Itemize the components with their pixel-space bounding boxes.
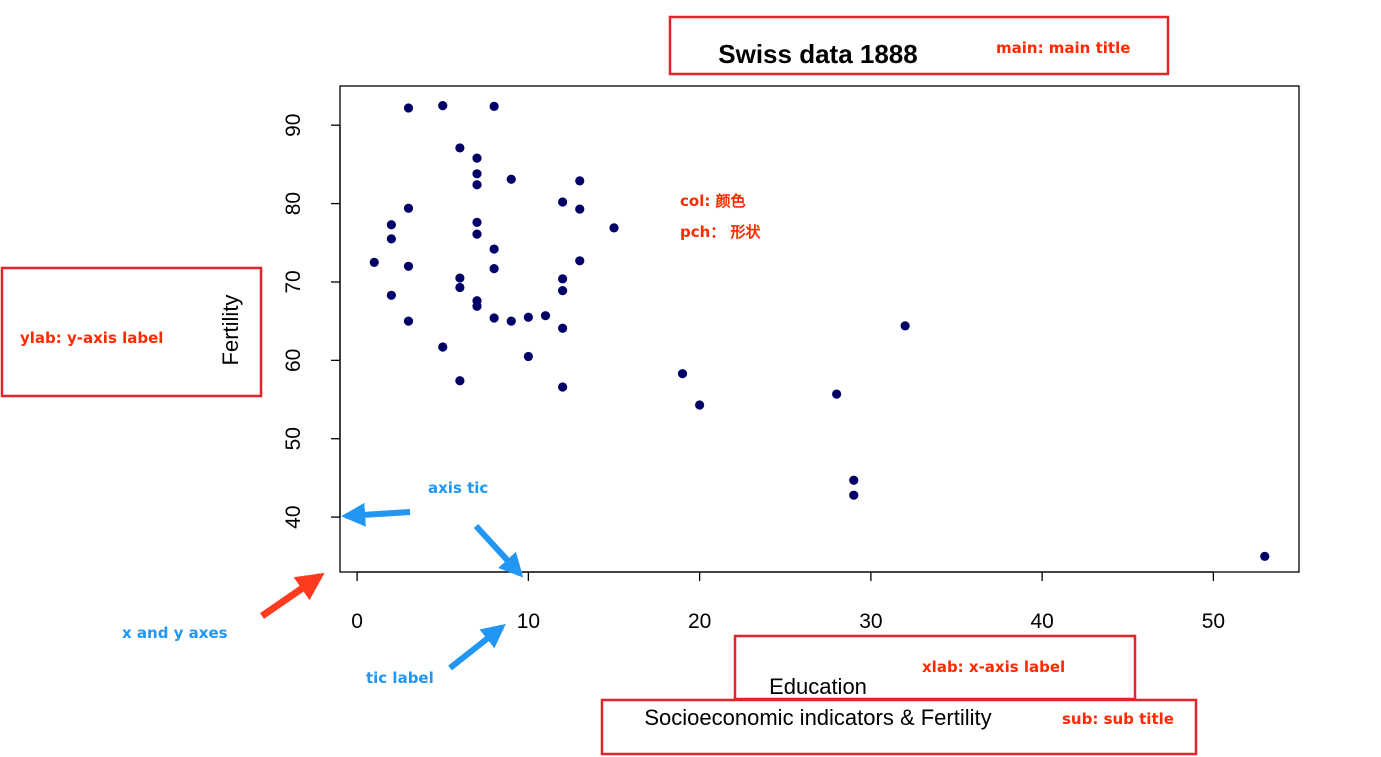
data-point — [558, 382, 568, 392]
data-points — [369, 100, 1270, 561]
data-point — [677, 369, 688, 379]
tic-label-annotation: tic label — [366, 669, 434, 687]
y-axis-label: Fertility — [218, 295, 243, 366]
sub-annotation: sub: sub title — [1062, 710, 1174, 728]
data-point — [472, 301, 482, 311]
data-point — [455, 143, 465, 153]
ylab-box — [0, 266, 263, 398]
data-point — [558, 274, 568, 284]
data-point — [609, 223, 619, 233]
axis-tic-arrow-left — [341, 502, 411, 527]
data-point — [849, 475, 859, 485]
data-point — [403, 261, 414, 271]
data-point — [832, 389, 842, 399]
y-tick-label: 40 — [282, 505, 305, 528]
xlab-annotation: xlab: x-axis label — [922, 658, 1065, 676]
main-annotation: main: main title — [996, 39, 1130, 57]
data-point — [558, 197, 568, 207]
plot-frame — [339, 85, 1300, 573]
y-tick-label: 90 — [282, 114, 305, 137]
data-point — [558, 285, 568, 296]
pch-annotation: pch： 形状 — [680, 223, 762, 241]
chart-title: Swiss data 1888 — [718, 39, 917, 69]
data-point — [472, 180, 482, 190]
data-point — [575, 176, 585, 186]
sub-box — [600, 698, 1198, 756]
data-point — [386, 290, 396, 300]
y-tick-label: 50 — [282, 427, 305, 450]
data-point — [849, 490, 859, 500]
x-axis: 0 10 20 30 40 50 — [351, 571, 1225, 633]
xy-axes-arrow — [260, 572, 325, 619]
tic-label-arrow — [448, 624, 506, 671]
data-point — [438, 100, 448, 111]
data-point — [1260, 551, 1270, 561]
x-tick-label: 0 — [351, 610, 363, 633]
data-point — [540, 311, 551, 321]
col-annotation: col: 颜色 — [680, 192, 746, 210]
y-axis: 40 50 60 70 80 90 — [282, 114, 341, 529]
x-axis-label: Education — [769, 674, 867, 699]
x-tick-label: 30 — [859, 610, 882, 633]
axis-tic-arrow-down — [473, 523, 524, 578]
data-point — [489, 264, 499, 274]
data-point — [472, 153, 482, 163]
data-point — [472, 217, 482, 227]
data-point — [489, 244, 499, 254]
y-tick-label: 80 — [282, 192, 305, 215]
data-point — [455, 376, 465, 386]
data-point — [506, 316, 516, 326]
data-point — [369, 257, 379, 267]
data-point — [455, 273, 465, 283]
data-point — [472, 169, 482, 179]
data-point — [403, 316, 414, 326]
data-point — [489, 313, 499, 323]
data-point — [523, 312, 533, 322]
data-point — [506, 174, 516, 184]
data-point — [558, 323, 568, 333]
data-point — [386, 220, 396, 230]
main-title-box — [668, 15, 1170, 76]
x-tick-label: 20 — [688, 610, 711, 633]
data-point — [523, 351, 533, 362]
chart-subtitle: Socioeconomic indicators & Fertility — [644, 705, 991, 730]
data-point — [403, 203, 414, 213]
axis-tic-annotation: axis tic — [428, 479, 488, 497]
y-tick-label: 60 — [282, 349, 305, 372]
data-point — [386, 234, 396, 244]
ylab-annotation: ylab: y-axis label — [20, 329, 163, 347]
data-point — [695, 400, 705, 410]
data-point — [472, 229, 482, 239]
data-point — [438, 342, 448, 352]
data-point — [403, 103, 414, 113]
data-point — [900, 321, 910, 331]
data-point — [575, 204, 585, 214]
x-tick-label: 40 — [1030, 610, 1053, 633]
data-point — [575, 256, 585, 266]
data-point — [489, 101, 499, 111]
x-tick-label: 50 — [1202, 610, 1225, 633]
data-point — [455, 282, 465, 293]
xy-axes-annotation: x and y axes — [122, 624, 228, 642]
x-tick-label: 10 — [517, 610, 540, 633]
y-tick-label: 70 — [282, 270, 305, 293]
